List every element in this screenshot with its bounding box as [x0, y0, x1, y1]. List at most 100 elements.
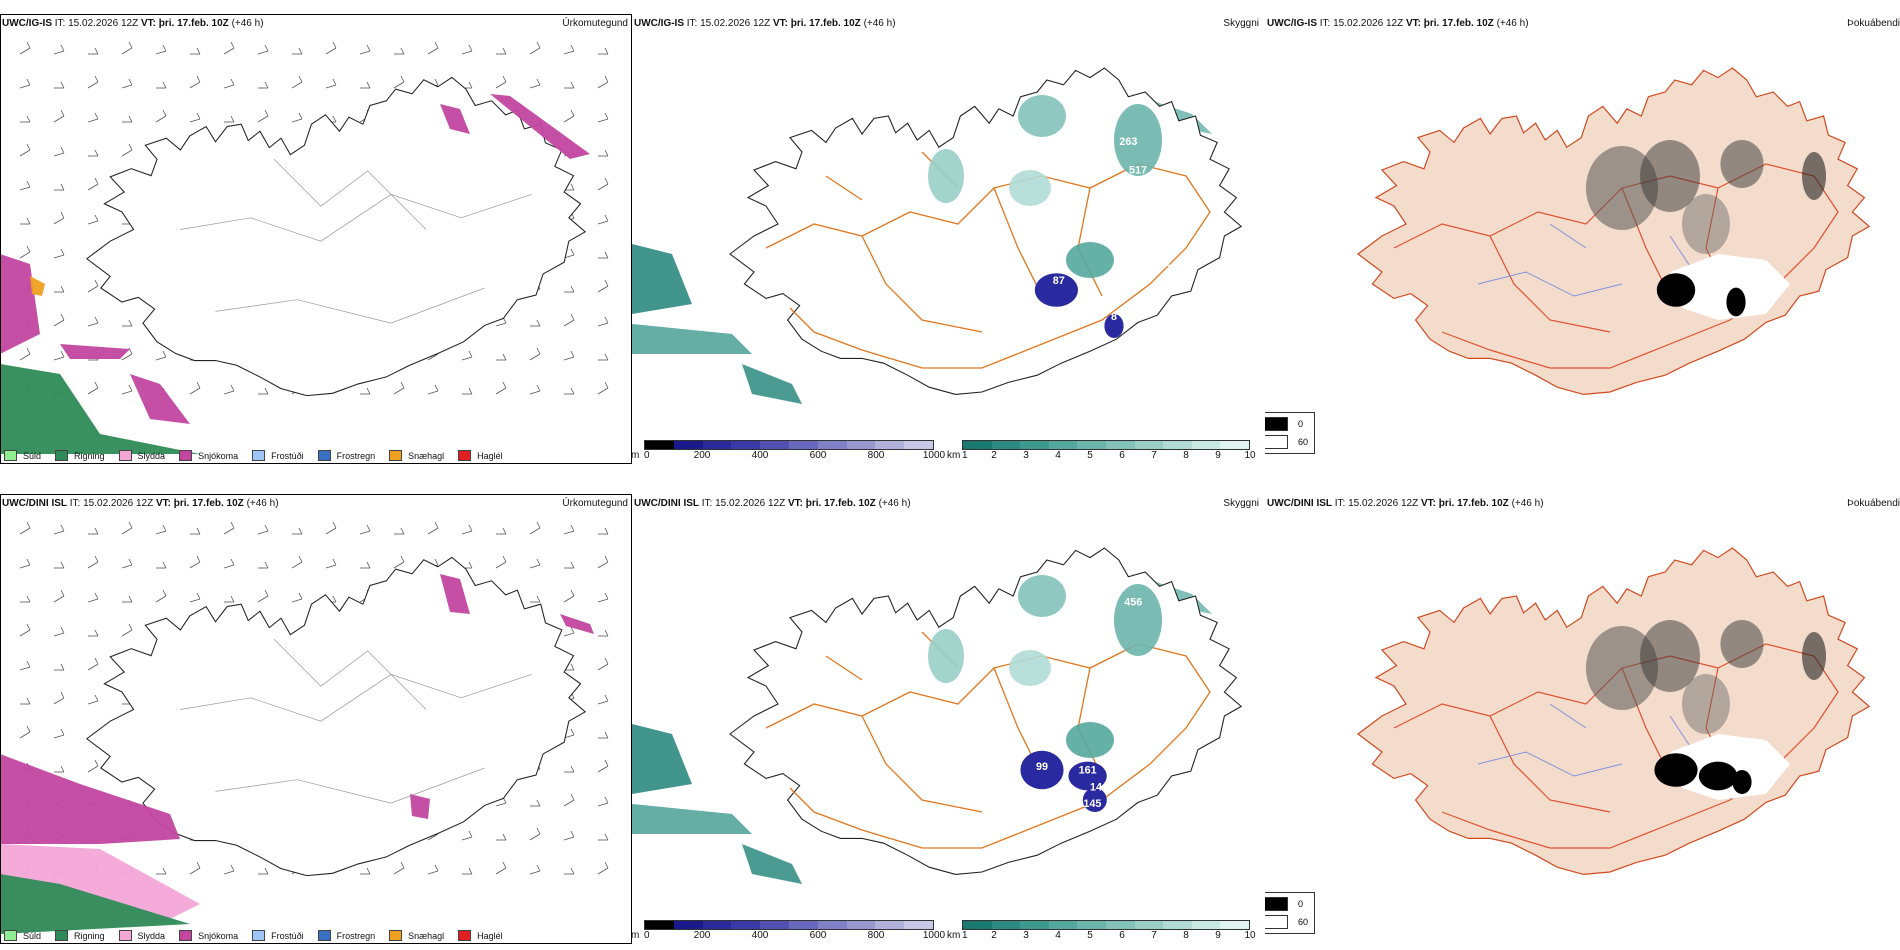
fog-legend: 0 60: [1265, 412, 1316, 454]
fog-legend-label: 0: [1298, 419, 1304, 429]
fog-strong-area: [1726, 287, 1746, 317]
colorbar-segment: [1163, 921, 1192, 929]
precip-swatch: [4, 450, 17, 461]
visibility-area: [1114, 104, 1162, 176]
fog-signal-area: [1640, 620, 1700, 692]
visibility-km-colorbar-colors: [962, 440, 1250, 450]
panel-vis-row2: 456 99 161 14 145 100 23 27 0 200 400 600 800 1000 m 1 2…: [632, 494, 1265, 944]
panel-fog-row1: 0 60 UWC/IG-IS IT: 15.02.2026 12Z VT: þri.…: [1265, 14, 1900, 464]
visibility-area: [1018, 575, 1066, 617]
colorbar-tick: 3: [1023, 930, 1029, 941]
valid-time: þri. 17.feb. 10Z: [158, 18, 229, 29]
colorbar-segment: [645, 921, 674, 929]
valid-time: þri. 17.feb. 10Z: [790, 18, 861, 29]
precip-legend-label: Súld: [23, 930, 42, 941]
colorbar-segment: [731, 921, 761, 929]
colorbar-tick: 1000: [922, 450, 946, 461]
vis-panel-label: Skyggni: [1223, 498, 1259, 509]
low-ceiling-area: [1068, 761, 1107, 791]
colorbar-tick: 2: [991, 930, 997, 941]
lead-time: (+46 h): [863, 18, 896, 29]
colorbar-segment: [875, 921, 905, 929]
ceiling-colorbar-unit: m: [632, 930, 640, 941]
precip-swatch: [179, 450, 193, 461]
colorbar-tick: 0: [644, 930, 650, 941]
colorbar-segment: [817, 441, 847, 449]
init-time-label: IT:: [54, 18, 66, 29]
fog-signal-area: [1802, 152, 1826, 200]
precip-legend-label: Slydda: [137, 930, 166, 941]
colorbar-segment: [1020, 921, 1049, 929]
fog-strong-area: [1732, 770, 1752, 794]
colorbar-segment: [760, 921, 789, 929]
precip-swatch: [389, 450, 403, 461]
precip-area: [0, 874, 190, 934]
init-time: 15.02.2026 12Z: [1348, 498, 1419, 509]
colorbar-tick: 800: [867, 930, 885, 941]
init-time: 15.02.2026 12Z: [715, 498, 786, 509]
colorbar-segment: [817, 921, 847, 929]
precip-legend-label: Frostúði: [271, 930, 304, 941]
visibility-area: [1066, 242, 1114, 278]
colorbar-segment: [991, 921, 1021, 929]
iceland-outline: 263 517 202 87 8: [729, 67, 1243, 395]
precip-legend-label: Snjókoma: [198, 450, 239, 461]
visibility-value: 87: [1053, 275, 1065, 287]
fog-panel-label: Þokuábendi: [1847, 18, 1900, 29]
model-name: UWC/DINI ISL: [634, 498, 699, 509]
model-name: UWC/IG-IS: [2, 18, 52, 29]
precip-legend-item: Súld: [4, 930, 41, 941]
visibility-map: 263 517 202 87 8: [632, 67, 1243, 404]
precip-legend-item: Súld: [4, 450, 41, 461]
visibility-km-colorbar-ticks: 1 2 3 4 5 6 7 8 9 10: [962, 930, 1256, 942]
init-time-label: IT:: [69, 498, 81, 509]
fog-signal-area: [1640, 140, 1700, 212]
precip-legend-item: Frostregn: [317, 930, 375, 941]
precip-map: [0, 14, 632, 464]
visibility-value: 263: [1119, 136, 1137, 148]
colorbar-segment: [702, 921, 732, 929]
panel-precip-row1: Súld Rigning Slydda Snjókoma Frostúði Frostre…: [0, 14, 632, 464]
ceiling-colorbar-colors: [644, 440, 934, 450]
fog-signal-area: [1720, 140, 1764, 188]
precip-swatch: [389, 930, 403, 941]
precip-legend-item: Rigning: [55, 450, 105, 461]
lead-time: (+46 h): [1496, 18, 1529, 29]
init-time-label: IT:: [701, 498, 713, 509]
precip-area: [0, 364, 200, 454]
precip-swatch: [252, 930, 266, 941]
precip-swatch: [252, 450, 266, 461]
colorbar-segment: [875, 441, 905, 449]
valid-time-label: VT:: [1420, 498, 1436, 509]
visibility-area: [1114, 584, 1162, 656]
colorbar-segment: [1220, 441, 1249, 449]
visibility-value: 23: [1058, 695, 1070, 707]
lead-time: (+46 h): [231, 18, 264, 29]
iceland-outline: [85, 556, 587, 877]
visibility-km-colorbar-colors: [962, 920, 1250, 930]
fog-strong-area: [1656, 273, 1696, 307]
colorbar-segment: [1191, 921, 1221, 929]
ceiling-colorbar-colors: [644, 920, 934, 930]
low-ceiling-area: [1082, 788, 1107, 812]
fog-signal-area: [1586, 626, 1658, 710]
precip-area: [0, 754, 180, 844]
low-ceiling-area: [1034, 273, 1078, 307]
precip-swatch: [458, 450, 472, 461]
fog-legend-item: 60: [1265, 435, 1308, 449]
fog-legend-swatch: [1265, 897, 1288, 911]
precip-legend-item: Snæhagl: [389, 930, 444, 941]
iceland-outline: [1357, 67, 1871, 396]
colorbar-tick: 400: [751, 930, 769, 941]
precip-panel-label: Úrkomutegund: [562, 18, 628, 29]
ceiling-colorbar: 0 200 400 600 800 1000 m: [632, 440, 945, 462]
visibility-area: [1009, 170, 1051, 206]
valid-time-label: VT:: [772, 18, 788, 29]
valid-time-label: VT:: [1405, 18, 1421, 29]
precip-legend-item: Snæhagl: [389, 450, 444, 461]
init-time-label: IT:: [686, 18, 698, 29]
precip-legend-label: Slydda: [137, 450, 166, 461]
init-time-label: IT:: [1334, 498, 1346, 509]
colorbar-tick: 7: [1151, 450, 1157, 461]
colorbar-segment: [731, 441, 761, 449]
